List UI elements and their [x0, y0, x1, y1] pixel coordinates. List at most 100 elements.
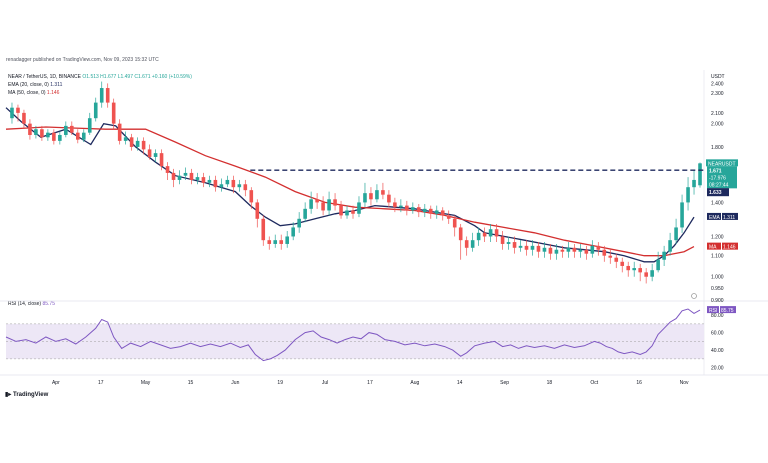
price-tick-label: 2.100: [711, 111, 724, 117]
candle-up: [195, 177, 200, 180]
candle-up: [297, 218, 301, 228]
candle-down: [464, 240, 469, 248]
candle-down: [75, 132, 80, 140]
candle-down: [572, 247, 577, 252]
candle-up: [554, 249, 559, 254]
candle-up: [662, 251, 666, 260]
candle-down: [482, 232, 487, 237]
candle-up: [153, 153, 158, 157]
candle-down: [584, 249, 589, 254]
candle-down: [129, 137, 134, 147]
rsi-tick-label: 20.00: [711, 366, 724, 372]
time-tick-label: 19: [277, 380, 283, 386]
candle-down: [165, 166, 170, 173]
candle-down: [524, 245, 529, 250]
candle-down: [452, 218, 457, 228]
candle-down: [387, 194, 391, 203]
candle-down: [321, 202, 325, 211]
candle-down: [500, 236, 505, 244]
candle-down: [512, 242, 517, 248]
last-price-tag: -17.976: [709, 175, 726, 181]
time-tick-label: May: [141, 380, 151, 386]
candle-down: [536, 245, 541, 252]
legend-symbol-name: NEAR / TetherUS, 1D, BINANCE: [8, 74, 81, 80]
candle-up: [692, 179, 696, 188]
candle-up: [309, 199, 313, 209]
candle-down: [52, 132, 56, 141]
legend-ma-name: MA (50, close, 0): [8, 90, 46, 96]
candle-down: [602, 249, 607, 256]
candle-up: [34, 129, 38, 135]
candle-up: [686, 187, 690, 203]
time-tick-label: Jun: [231, 380, 239, 386]
legend-ema-name: EMA (20, close, 0): [8, 82, 49, 88]
legend-ma: MA (50, close, 0) 1.146: [8, 90, 59, 96]
rsi-tick-label: 80.00: [711, 313, 724, 319]
price-axis-unit: USDT: [711, 74, 725, 80]
time-tick-label: 14: [457, 380, 463, 386]
legend-rsi: RSI (14, close) 85.75: [8, 301, 55, 307]
last-price-tag: 08:27:44: [709, 182, 729, 188]
candle-up: [674, 227, 678, 241]
candle-up: [488, 229, 493, 237]
candle-down: [596, 245, 601, 250]
candle-up: [87, 118, 92, 133]
candle-up: [399, 205, 403, 208]
candle-up: [327, 199, 331, 211]
candle-down: [28, 123, 32, 135]
tradingview-logo: ▮▸ TradingView: [5, 391, 48, 398]
candle-up: [123, 137, 128, 141]
time-tick-label: 18: [547, 380, 553, 386]
candle-down: [494, 229, 499, 237]
candle-up: [291, 227, 295, 237]
candle-down: [105, 88, 110, 103]
legend-symbol: NEAR / TetherUS, 1D, BINANCE O1.513 H1.6…: [8, 74, 192, 80]
time-tick-label: Sep: [500, 380, 509, 386]
ma-tag-label-bg: [707, 242, 721, 250]
alert-marker-icon: [691, 293, 697, 299]
candle-up: [357, 202, 361, 214]
ema-line: [5, 107, 695, 263]
candle-down: [339, 205, 343, 216]
time-tick-label: Oct: [590, 380, 598, 386]
candle-up: [177, 175, 182, 180]
price-tick-label: 1.100: [711, 254, 724, 260]
rsi-name-tag-bg: [707, 306, 719, 314]
candle-up: [434, 210, 439, 214]
price-tick-label: 0.950: [711, 286, 724, 292]
rsi-tick-label: 60.00: [711, 331, 724, 337]
candle-up: [698, 163, 702, 186]
candle-down: [608, 255, 613, 258]
ema-tag-value: 1.311: [723, 215, 735, 221]
legend-ma-value: 1.146: [46, 90, 60, 96]
ema-tag-value-bg: [722, 212, 738, 220]
tradingview-logo-icon: ▮▸: [5, 392, 12, 398]
candle-down: [267, 240, 272, 244]
candle-down: [417, 207, 421, 213]
candle-down: [369, 193, 373, 200]
candle-up: [219, 184, 224, 188]
last-price-tag: 1.671: [709, 168, 722, 174]
time-tick-label: 17: [367, 380, 373, 386]
legend-rsi-name: RSI (14, close): [8, 301, 42, 307]
candle-down: [458, 227, 463, 241]
time-tick-label: Nov: [680, 380, 689, 386]
legend-rsi-value: 85.75: [42, 301, 55, 307]
candle-down: [249, 190, 254, 203]
time-tick-label: 17: [98, 380, 104, 386]
candle-down: [638, 268, 642, 273]
candle-down: [147, 149, 152, 157]
candle-down: [381, 190, 385, 195]
candle-up: [590, 245, 595, 254]
candle-down: [644, 272, 648, 277]
candle-up: [345, 210, 349, 216]
rsi-value-tag-bg: [720, 306, 736, 314]
candle-down: [548, 247, 553, 254]
candle-up: [518, 245, 523, 248]
rsi-value-tag: 85.75: [721, 308, 734, 314]
candle-up: [46, 132, 50, 138]
candle-up: [81, 132, 86, 140]
rsi-name-tag: RSI: [709, 308, 717, 314]
candle-up: [135, 140, 140, 147]
ema-tag-label-bg: [707, 212, 721, 220]
